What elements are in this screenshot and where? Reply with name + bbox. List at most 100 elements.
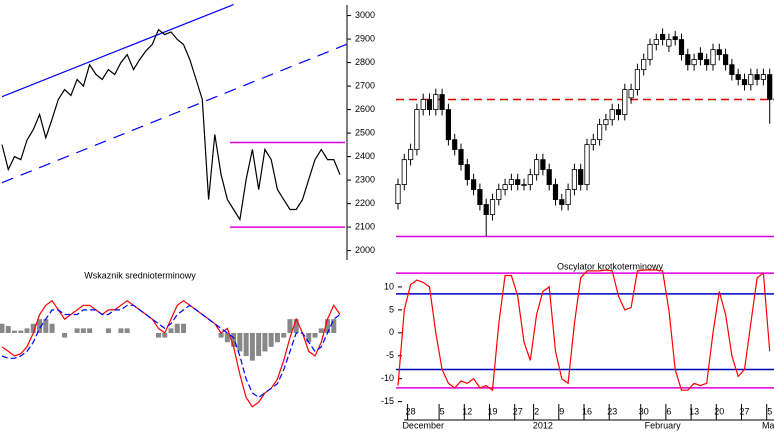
histogram-bar — [218, 332, 224, 338]
y-tick-label: -15 — [381, 396, 394, 406]
candle-body — [660, 33, 666, 40]
candle-body — [597, 124, 603, 141]
histogram-bar — [30, 323, 36, 333]
y-tick-label: 2800 — [355, 57, 375, 67]
month-label: Mar — [762, 420, 774, 430]
candle-body — [653, 39, 659, 45]
candle-body — [641, 59, 647, 71]
y-tick-label: 0 — [389, 327, 394, 337]
candle-body — [420, 99, 426, 110]
histogram-bar — [224, 332, 230, 343]
y-tick-label: -10 — [381, 373, 394, 383]
data-line — [1, 304, 341, 399]
trend-line — [1, 43, 347, 184]
candle-body — [590, 139, 596, 146]
histogram-bar — [156, 332, 161, 338]
histogram-bar — [243, 332, 249, 357]
candle-body — [609, 109, 615, 121]
candle-body — [395, 184, 401, 204]
x-tick-label: 9 — [559, 406, 564, 416]
x-tick-label: 12 — [462, 406, 472, 416]
histogram-bar — [268, 332, 274, 347]
candle-body — [584, 144, 590, 185]
candle-body — [622, 89, 628, 115]
candle-body — [502, 184, 508, 190]
x-tick-label: 6 — [666, 406, 671, 416]
histogram-bar — [5, 326, 11, 333]
histogram-bar — [249, 332, 255, 361]
histogram-bar — [74, 328, 80, 333]
x-tick-label: 5 — [767, 406, 772, 416]
candle-body — [697, 52, 704, 60]
candle-body — [571, 169, 578, 190]
candle-body — [433, 94, 439, 110]
candle-body — [748, 74, 754, 86]
candle-body — [540, 159, 546, 170]
candle-body — [401, 159, 407, 185]
candle-body — [672, 36, 678, 40]
chart-title: Wskaznik srednioterminowy — [84, 270, 196, 280]
candle-body — [578, 169, 584, 185]
candle-body — [634, 69, 641, 91]
candle-body — [628, 89, 634, 99]
candle-body — [666, 39, 672, 47]
candle-body — [527, 174, 533, 185]
histogram-bar — [18, 330, 24, 333]
x-tick-label: 27 — [513, 406, 523, 416]
candle-body — [552, 184, 559, 200]
histogram-bar — [318, 328, 324, 333]
y-tick-label: 10 — [384, 281, 394, 291]
histogram-bar — [49, 323, 55, 333]
y-tick-label: 2400 — [355, 151, 375, 161]
candle-body — [691, 59, 697, 66]
histogram-bar — [124, 328, 130, 333]
histogram-bar — [181, 323, 187, 333]
histogram-bar — [331, 319, 337, 333]
x-tick-label: 27 — [739, 406, 749, 416]
histogram-bar — [62, 332, 68, 338]
candle-body — [735, 74, 741, 80]
candle-body — [729, 64, 735, 75]
candle-body — [439, 94, 445, 110]
x-tick-label: 19 — [487, 406, 497, 416]
month-label: February — [645, 420, 682, 430]
candle-body — [685, 54, 691, 66]
y-tick-label: 3000 — [355, 10, 375, 20]
candle-body — [452, 139, 458, 150]
candle-body — [603, 119, 609, 126]
x-tick-label: 16 — [582, 406, 592, 416]
candle-body — [710, 49, 716, 66]
data-line — [397, 269, 771, 392]
candle-body — [546, 169, 552, 185]
candle-body — [767, 74, 773, 100]
histogram-bar — [256, 332, 262, 357]
candle-body — [754, 74, 760, 80]
chart-title: Oscylator krotkoterminowy — [557, 261, 664, 271]
histogram-bar — [43, 319, 49, 333]
candle-body — [615, 109, 622, 115]
histogram-bar — [87, 328, 93, 333]
candle-body — [483, 204, 489, 216]
candle-body — [741, 79, 748, 86]
y-tick-label: 2700 — [355, 80, 375, 90]
histogram-bar — [162, 332, 168, 338]
histogram-bar — [274, 332, 280, 343]
histogram-bar — [12, 330, 18, 333]
candle-body — [508, 179, 515, 185]
histogram-bar — [287, 319, 293, 333]
y-tick-label: -5 — [386, 350, 394, 360]
candle-body — [521, 184, 527, 186]
month-label: 2012 — [533, 420, 553, 430]
candle-body — [559, 199, 565, 205]
month-label: December — [402, 420, 444, 430]
candle-body — [489, 199, 496, 216]
y-tick-label: 2000 — [355, 245, 375, 255]
x-tick-label: 20 — [714, 406, 724, 416]
candle-body — [414, 109, 420, 150]
histogram-bar — [24, 328, 30, 333]
x-tick-label: 28 — [406, 406, 416, 416]
x-tick-label: 30 — [639, 406, 649, 416]
histogram-bar — [118, 328, 124, 333]
y-tick-label: 2100 — [355, 221, 375, 231]
histogram-bar — [293, 319, 299, 333]
